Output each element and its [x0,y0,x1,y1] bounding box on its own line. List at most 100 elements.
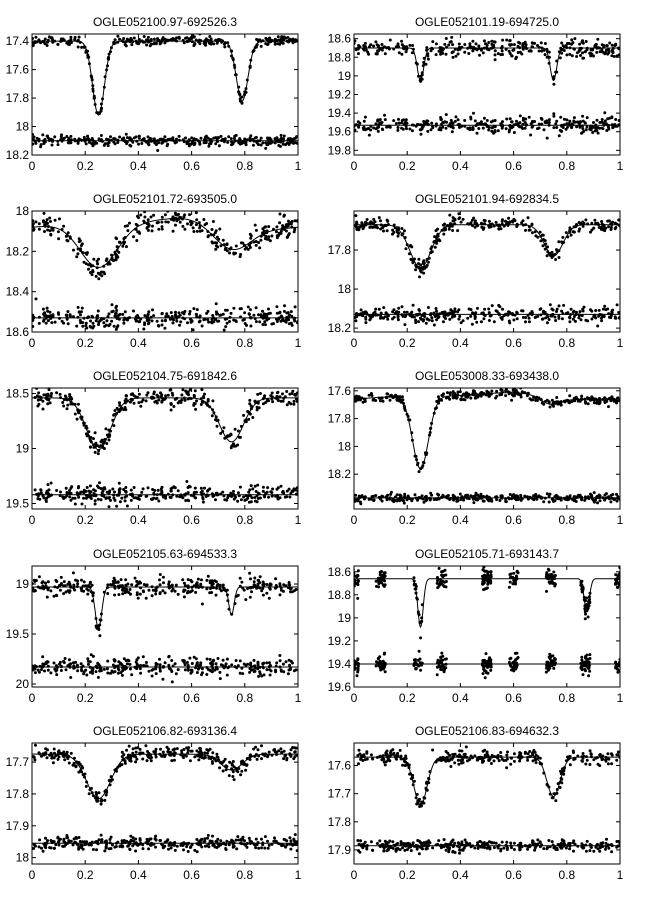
x-tick-label: 0.6 [183,513,200,527]
residual-point [223,137,227,141]
residual-point [75,324,79,328]
residual-point [485,119,489,122]
residual-point [122,657,126,661]
residual-point [278,654,282,657]
residual-point [205,311,209,315]
data-point [171,37,175,40]
x-tick-label: 0.2 [77,159,94,173]
residual-point [94,670,98,674]
residual-point [397,117,400,121]
residual-point [140,490,144,494]
data-point [41,407,45,411]
data-point [105,442,109,445]
residual-point [156,324,160,327]
data-point [400,43,404,47]
data-point [392,230,396,234]
residual-point [76,141,80,145]
residual-point [438,126,442,130]
residual-point [85,673,89,677]
data-point [202,396,206,400]
data-point [113,593,117,597]
residual-point [253,496,257,499]
residual-point [444,317,447,320]
data-point [595,50,599,54]
residual-point [60,319,64,323]
residual-point [113,490,116,494]
residual-point [136,497,140,500]
residual-point [482,499,486,503]
data-point [215,235,219,239]
residual-point [287,318,290,322]
data-point [146,391,150,395]
model-curve [354,224,620,269]
data-point [58,217,61,221]
data-point [121,588,125,592]
data-point [163,37,167,41]
residual-point [154,672,158,676]
y-tick-label: 19.5 [6,497,30,511]
data-point [414,268,418,272]
x-tick-label: 1 [617,159,624,173]
residual-point [425,317,429,321]
residual-point [79,313,82,317]
residual-point [293,319,297,323]
residual-point [289,491,293,495]
residual-point [436,316,440,320]
residual-point [155,319,159,323]
residual-point [564,127,568,131]
y-tick-label: 18.6 [6,325,30,339]
residual-point [49,137,53,141]
panel-1: OGLE052100.97-692526.30 0.2 0.4 0.6 0.8 117.4… [6,15,302,173]
residual-point [233,494,237,498]
data-point [457,42,461,46]
residual-point [492,320,496,324]
data-point [209,37,213,41]
residual-point [138,667,142,671]
data-point [191,226,195,230]
data-point [463,50,467,54]
axes-box [31,33,299,156]
data-point [529,49,533,53]
residual-point [295,141,298,145]
residual-point [553,499,557,503]
data-point [32,578,36,582]
data-point [372,44,376,48]
residual-point [167,654,171,658]
data-point [608,41,612,45]
residual-point [266,486,270,490]
residual-point [211,662,215,666]
residual-point [583,121,587,125]
residual-point [224,662,228,666]
data-point [192,44,196,48]
residual-point [103,142,107,146]
residual-point [84,324,88,328]
data-point [236,443,240,447]
residual-point [225,321,229,325]
data-point [109,583,112,587]
residual-point [190,141,194,145]
data-point [158,573,162,576]
data-point [91,269,95,272]
residual-point [275,661,279,665]
data-point [250,590,253,594]
data-point [461,217,465,221]
data-point [205,222,209,225]
data-point [583,50,587,54]
data-point [443,42,447,46]
data-point [596,37,600,41]
residual-point [175,494,179,498]
residual-point [164,496,168,500]
residual-point [555,310,558,313]
y-tick-label: 18.8 [328,50,352,64]
data-point [146,228,150,232]
residual-point [547,121,551,124]
data-point [456,390,460,394]
data-point [572,230,576,234]
data-point [533,230,537,234]
x-tick-label: 0.8 [558,336,575,350]
data-point [128,400,132,404]
residual-point [291,489,295,493]
residual-point [483,307,487,311]
residual-point [137,136,141,140]
data-point [354,399,358,403]
